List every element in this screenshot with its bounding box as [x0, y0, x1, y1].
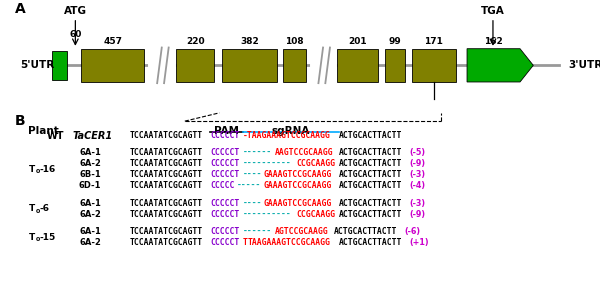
Text: (-3): (-3) — [410, 199, 426, 208]
Text: ACTGCACTTACTT: ACTGCACTTACTT — [339, 148, 403, 157]
Text: sgRNA: sgRNA — [272, 126, 310, 136]
Text: T: T — [242, 238, 247, 247]
Text: -----: ----- — [237, 181, 262, 190]
Text: ACTGCACTTACTT: ACTGCACTTACTT — [339, 210, 403, 219]
Text: AGTCCGCAAGG: AGTCCGCAAGG — [275, 227, 328, 236]
Text: TCCAATATCGCAGTT: TCCAATATCGCAGTT — [130, 210, 203, 219]
Text: -16: -16 — [40, 165, 56, 173]
Text: ACTGCACTTACTT: ACTGCACTTACTT — [339, 170, 403, 179]
Text: CCCCCT: CCCCCT — [211, 159, 239, 168]
Text: CCCCCT: CCCCCT — [211, 227, 239, 236]
Text: 0: 0 — [35, 237, 40, 242]
Bar — [385, 49, 406, 82]
Text: GAAAGTCCGCAAGG: GAAAGTCCGCAAGG — [264, 170, 332, 179]
Text: (-5): (-5) — [410, 148, 426, 157]
Text: ACTGCACTTACTT: ACTGCACTTACTT — [339, 238, 403, 247]
Text: T: T — [29, 233, 35, 242]
Text: WT: WT — [46, 131, 64, 141]
Text: 201: 201 — [348, 37, 367, 46]
Text: TCCAATATCGCAGTT: TCCAATATCGCAGTT — [130, 170, 203, 179]
Text: CCCCCT: CCCCCT — [211, 210, 239, 219]
Text: CCCCCT: CCCCCT — [211, 131, 239, 140]
Text: ACTGCACTTACTT: ACTGCACTTACTT — [339, 181, 403, 190]
Text: 3'UTR: 3'UTR — [568, 60, 600, 70]
Text: TGA: TGA — [481, 6, 505, 16]
Text: ACTGCACTTACTT: ACTGCACTTACTT — [339, 131, 403, 140]
Text: 5'UTR: 5'UTR — [20, 60, 55, 70]
Bar — [337, 49, 378, 82]
Text: 99: 99 — [389, 37, 401, 46]
Polygon shape — [467, 49, 533, 82]
Text: CCGCAAGG: CCGCAAGG — [296, 159, 335, 168]
Text: TAAGAAAGTCCGCAAGG: TAAGAAAGTCCGCAAGG — [248, 238, 331, 247]
Text: TCCAATATCGCAGTT: TCCAATATCGCAGTT — [130, 131, 203, 140]
Text: 171: 171 — [424, 37, 443, 46]
Text: (-9): (-9) — [410, 210, 426, 219]
Text: GAAAGTCCGCAAGG: GAAAGTCCGCAAGG — [264, 199, 332, 208]
Text: 457: 457 — [103, 37, 122, 46]
Text: 6A-1: 6A-1 — [79, 227, 101, 236]
Text: 6A-2: 6A-2 — [79, 210, 101, 219]
Bar — [283, 49, 306, 82]
Text: CCCCCT: CCCCCT — [211, 170, 239, 179]
Bar — [222, 49, 277, 82]
Text: GAAAGTCCGCAAGG: GAAAGTCCGCAAGG — [264, 181, 332, 190]
Text: CCCCCT: CCCCCT — [211, 238, 239, 247]
Text: T: T — [29, 165, 35, 173]
Text: 220: 220 — [186, 37, 205, 46]
Bar — [176, 49, 214, 82]
Text: (+1): (+1) — [410, 238, 430, 247]
Text: CCCCC: CCCCC — [211, 181, 235, 190]
Text: 60: 60 — [69, 30, 82, 39]
Text: ----------: ---------- — [242, 159, 292, 168]
Text: -TAAGAAAGTCCGCAAGG: -TAAGAAAGTCCGCAAGG — [242, 131, 331, 140]
Text: (-6): (-6) — [404, 227, 421, 236]
Text: CCCCCT: CCCCCT — [211, 199, 239, 208]
Bar — [412, 49, 455, 82]
Text: Plant: Plant — [28, 126, 59, 136]
Text: ACTGCACTTACTT: ACTGCACTTACTT — [334, 227, 397, 236]
Bar — [81, 49, 145, 82]
Text: T: T — [29, 204, 35, 213]
Text: 108: 108 — [285, 37, 304, 46]
Text: (-4): (-4) — [410, 181, 426, 190]
Text: (-9): (-9) — [410, 159, 426, 168]
Text: CCCCCT: CCCCCT — [211, 148, 239, 157]
Text: 6A-1: 6A-1 — [79, 148, 101, 157]
Text: 162: 162 — [484, 37, 502, 46]
Text: AAGTCCGCAAGG: AAGTCCGCAAGG — [275, 148, 333, 157]
Text: ACTGCACTTACTT: ACTGCACTTACTT — [339, 199, 403, 208]
Text: 6A-1: 6A-1 — [79, 199, 101, 208]
Text: ATG: ATG — [64, 6, 87, 16]
Text: TCCAATATCGCAGTT: TCCAATATCGCAGTT — [130, 159, 203, 168]
Text: TCCAATATCGCAGTT: TCCAATATCGCAGTT — [130, 199, 203, 208]
Text: ----: ---- — [242, 170, 262, 179]
Text: ----: ---- — [242, 199, 262, 208]
Text: TCCAATATCGCAGTT: TCCAATATCGCAGTT — [130, 148, 203, 157]
Text: ------: ------ — [242, 148, 272, 157]
Bar — [52, 51, 67, 80]
Text: A: A — [15, 2, 26, 16]
Text: -6: -6 — [40, 204, 50, 213]
Text: -15: -15 — [40, 233, 56, 242]
Text: ----------: ---------- — [242, 210, 292, 219]
Text: PAM: PAM — [214, 126, 239, 136]
Text: 6B-1: 6B-1 — [80, 170, 101, 179]
Text: TaCER1: TaCER1 — [73, 131, 113, 141]
Text: 6A-2: 6A-2 — [79, 238, 101, 247]
Text: (-3): (-3) — [410, 170, 426, 179]
Text: 0: 0 — [35, 209, 40, 214]
Text: 382: 382 — [241, 37, 259, 46]
Text: 6D-1: 6D-1 — [79, 181, 101, 190]
Text: TCCAATATCGCAGTT: TCCAATATCGCAGTT — [130, 227, 203, 236]
Text: ------: ------ — [242, 227, 272, 236]
Text: ACTGCACTTACTT: ACTGCACTTACTT — [339, 159, 403, 168]
Text: CCGCAAGG: CCGCAAGG — [296, 210, 335, 219]
Text: B: B — [15, 114, 26, 128]
Text: TCCAATATCGCAGTT: TCCAATATCGCAGTT — [130, 181, 203, 190]
Text: 0: 0 — [35, 169, 40, 174]
Text: TCCAATATCGCAGTT: TCCAATATCGCAGTT — [130, 238, 203, 247]
Text: 6A-2: 6A-2 — [79, 159, 101, 168]
